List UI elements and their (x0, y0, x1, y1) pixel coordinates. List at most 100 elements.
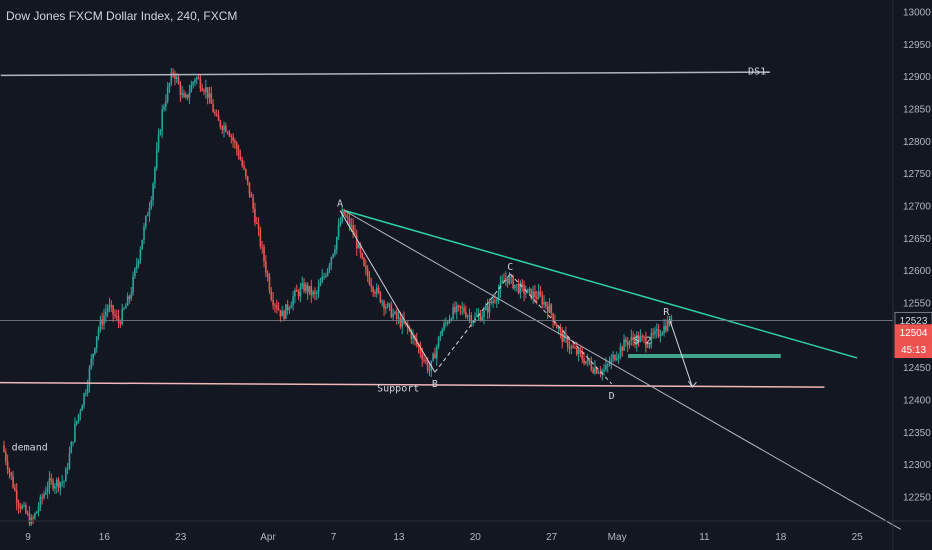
candle-body (17, 502, 20, 507)
candle-body (639, 336, 642, 342)
candle-body (635, 335, 638, 345)
price-tick-label: 12600 (903, 266, 931, 277)
candle-body (210, 93, 213, 104)
candle-body (465, 312, 467, 318)
candle-body (392, 313, 394, 318)
candle-body (377, 287, 380, 292)
candle-body (125, 305, 127, 309)
ds1-line (0, 71, 770, 77)
candle-body (317, 285, 320, 293)
price-tag-label: 12504 (900, 328, 928, 339)
candle-body (41, 496, 43, 498)
candle-body (452, 306, 454, 319)
price-tick-label: 12300 (903, 460, 931, 471)
candle-body (159, 130, 162, 135)
candle-body (221, 126, 223, 131)
candle-body (299, 287, 302, 297)
candle-body (655, 328, 658, 331)
candle-body (337, 225, 340, 237)
candle-body (585, 361, 587, 364)
price-tick-label: 12650 (903, 234, 931, 245)
time-tick-label: 11 (699, 532, 710, 543)
candle-body (65, 468, 67, 482)
candle-body (34, 513, 36, 519)
price-tag-label: 45:13 (901, 345, 926, 356)
candle-body (152, 183, 154, 201)
candle-body (599, 372, 602, 374)
candle-body (288, 308, 291, 311)
candle-body (652, 333, 654, 335)
candle-body (457, 305, 460, 307)
candle-body (417, 344, 420, 347)
candle-body (326, 269, 329, 276)
candle-body (506, 278, 509, 284)
candle-body (143, 226, 145, 240)
candle-body (439, 335, 442, 337)
candle-body (295, 290, 298, 292)
candle-body (335, 236, 338, 250)
candle-body (594, 367, 596, 373)
candle-body (381, 301, 384, 303)
candle-body (603, 369, 605, 371)
candle-body (445, 322, 447, 324)
candle-body (630, 337, 633, 342)
candle-body (605, 364, 607, 370)
candle-body (75, 420, 78, 424)
candle-body (306, 284, 309, 293)
candle-body (70, 442, 73, 454)
candle-body (310, 286, 313, 296)
time-tick-label: 9 (25, 532, 31, 543)
price-tick-label: 12250 (903, 493, 931, 504)
point-label-b: B (432, 379, 438, 390)
candle-body (583, 359, 585, 364)
candle-body (525, 292, 527, 294)
price-tick-label: 12850 (903, 105, 931, 116)
candle-body (357, 244, 360, 249)
candle-body (166, 87, 169, 102)
candle-body (466, 315, 469, 318)
candle-body (505, 278, 507, 281)
candle-body (523, 285, 525, 294)
candle-body (279, 310, 282, 317)
time-axis[interactable]: 9 16 23 Apr 7 13 20 27 May 11 18 25 (0, 520, 932, 543)
candle-body (619, 346, 622, 356)
candle-body (130, 292, 133, 299)
candle-body (28, 513, 31, 525)
text-label-support: Support (377, 384, 419, 395)
candle-body (555, 324, 558, 329)
candle-body (354, 232, 356, 235)
candle-body (612, 354, 614, 359)
candle-body (105, 311, 107, 316)
candle-body (581, 352, 584, 360)
candle-body (185, 94, 187, 98)
candle-body (265, 261, 267, 273)
candle-body (668, 320, 671, 325)
candle-body (25, 505, 27, 514)
candle-body (370, 284, 373, 288)
candle-body (574, 347, 576, 349)
candle-body (3, 445, 5, 452)
candle-body (163, 106, 165, 110)
point-label-a: A (337, 199, 343, 210)
candle-body (461, 307, 464, 309)
candle-body (168, 83, 171, 88)
candle-body (643, 336, 645, 338)
time-tick-label: Apr (260, 532, 276, 543)
candle-body (628, 341, 631, 345)
candle-body (183, 93, 185, 98)
price-axis[interactable]: 13000 12950 12900 12850 12800 12750 12700 12650… (892, 0, 931, 550)
candle-body (625, 339, 627, 343)
candle-body (474, 316, 476, 322)
candle-body (665, 325, 667, 331)
candle-body (150, 200, 153, 208)
point-label-r: R (663, 307, 670, 318)
candle-body (561, 330, 564, 342)
candle-body (570, 346, 573, 349)
candle-body (141, 239, 143, 250)
candle-body (234, 140, 236, 143)
candle-body (375, 287, 378, 294)
candle-body (181, 93, 183, 95)
candle-body (659, 335, 662, 337)
candle-body (292, 296, 294, 306)
